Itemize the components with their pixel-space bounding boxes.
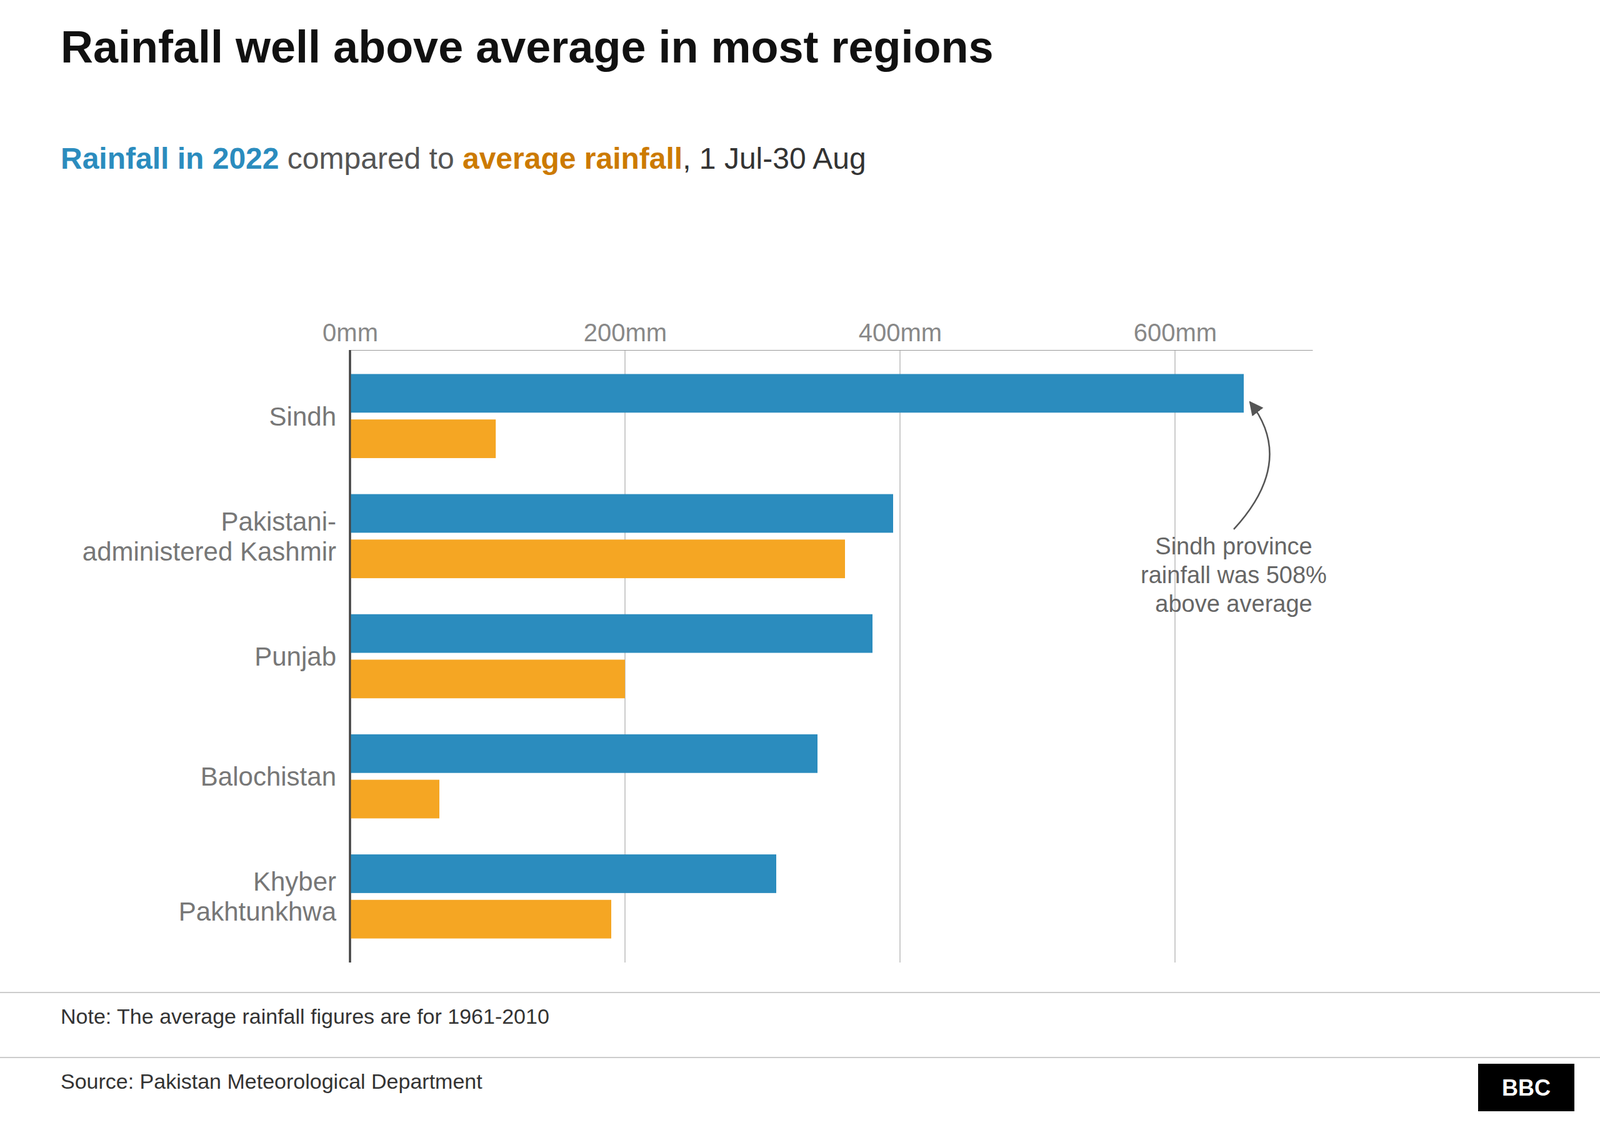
text-line: Pakhtunkhwa	[178, 896, 337, 927]
y-tick-label: Balochistan	[200, 761, 337, 792]
x-tick: 400mm	[858, 318, 942, 350]
x-tick: 600mm	[1133, 318, 1217, 350]
grid-line	[899, 350, 901, 963]
x-tick-label: 200mm	[583, 318, 667, 347]
bar	[350, 780, 440, 819]
y-tick: Punjab	[254, 641, 350, 672]
zero-line	[349, 350, 352, 963]
series	[350, 373, 1244, 893]
source: Source: Pakistan Meteorological Departme…	[60, 1069, 483, 1094]
grid	[350, 350, 1175, 963]
text-line: Balochistan	[200, 761, 337, 792]
x-axis-domain	[350, 350, 1314, 351]
y-tick-label: Pakistani-administered Kashmir	[82, 506, 337, 566]
separator	[0, 991, 1600, 994]
annotation: Sindh provincerainfall was 508%above ave…	[1140, 533, 1327, 617]
subtitle-part: compared to	[278, 141, 462, 175]
y-tick-label: Punjab	[254, 641, 337, 672]
bar	[350, 419, 496, 459]
y-tick-label: Sindh	[269, 401, 337, 431]
subtitle-part: , 1 Jul-30 Aug	[682, 141, 867, 175]
x-tick-label: 0mm	[322, 318, 379, 347]
x-tick-label: 600mm	[1133, 318, 1217, 347]
text-line: Sindh province	[1155, 533, 1312, 560]
y-axis: Sindh Pakistani-administered Kashmir Punja…	[82, 401, 350, 927]
separator	[0, 1056, 1600, 1059]
annotation-arrow	[1233, 401, 1270, 530]
grid-line	[1174, 350, 1176, 963]
x-tick: 0mm	[322, 318, 379, 350]
x-axis: 0mm 200mm 400mm 600mm	[322, 318, 1313, 351]
series	[350, 419, 845, 939]
bar	[350, 373, 1244, 413]
text-line: Sindh	[269, 401, 337, 431]
bar	[350, 734, 818, 774]
bars	[350, 373, 1244, 939]
y-tick: KhyberPakhtunkhwa	[178, 866, 350, 927]
subtitle-series-name: average rainfall	[462, 141, 683, 175]
y-tick-label: KhyberPakhtunkhwa	[178, 866, 337, 927]
subtitle: Rainfall in 2022 compared to average rai…	[60, 141, 867, 175]
credit-box	[1478, 1063, 1575, 1112]
text-line: Pakistani-	[221, 506, 337, 536]
x-tick: 200mm	[583, 318, 667, 350]
bar	[350, 614, 873, 654]
bar	[350, 539, 845, 579]
text-line: administered Kashmir	[82, 536, 337, 566]
subtitle-series-name: Rainfall in 2022	[60, 141, 279, 175]
x-tick-label: 400mm	[858, 318, 942, 347]
credit: BBC	[1501, 1075, 1551, 1101]
note: Note: The average rainfall figures are f…	[60, 1004, 550, 1029]
grid-line	[349, 350, 352, 963]
bar	[350, 854, 777, 894]
text-line: rainfall was 508%	[1140, 561, 1327, 589]
text-line: Punjab	[254, 641, 337, 672]
bar	[350, 900, 612, 939]
bar	[350, 659, 625, 699]
y-tick: Sindh	[269, 401, 350, 431]
text-line: above average	[1155, 590, 1312, 617]
bar	[350, 494, 894, 534]
y-tick: Pakistani-administered Kashmir	[82, 506, 350, 566]
title: Rainfall well above average in most regi…	[60, 21, 994, 72]
text-line: Khyber	[253, 866, 337, 897]
y-tick: Balochistan	[200, 761, 350, 792]
chart: Rainfall well above average in most regi…	[0, 0, 1600, 1125]
